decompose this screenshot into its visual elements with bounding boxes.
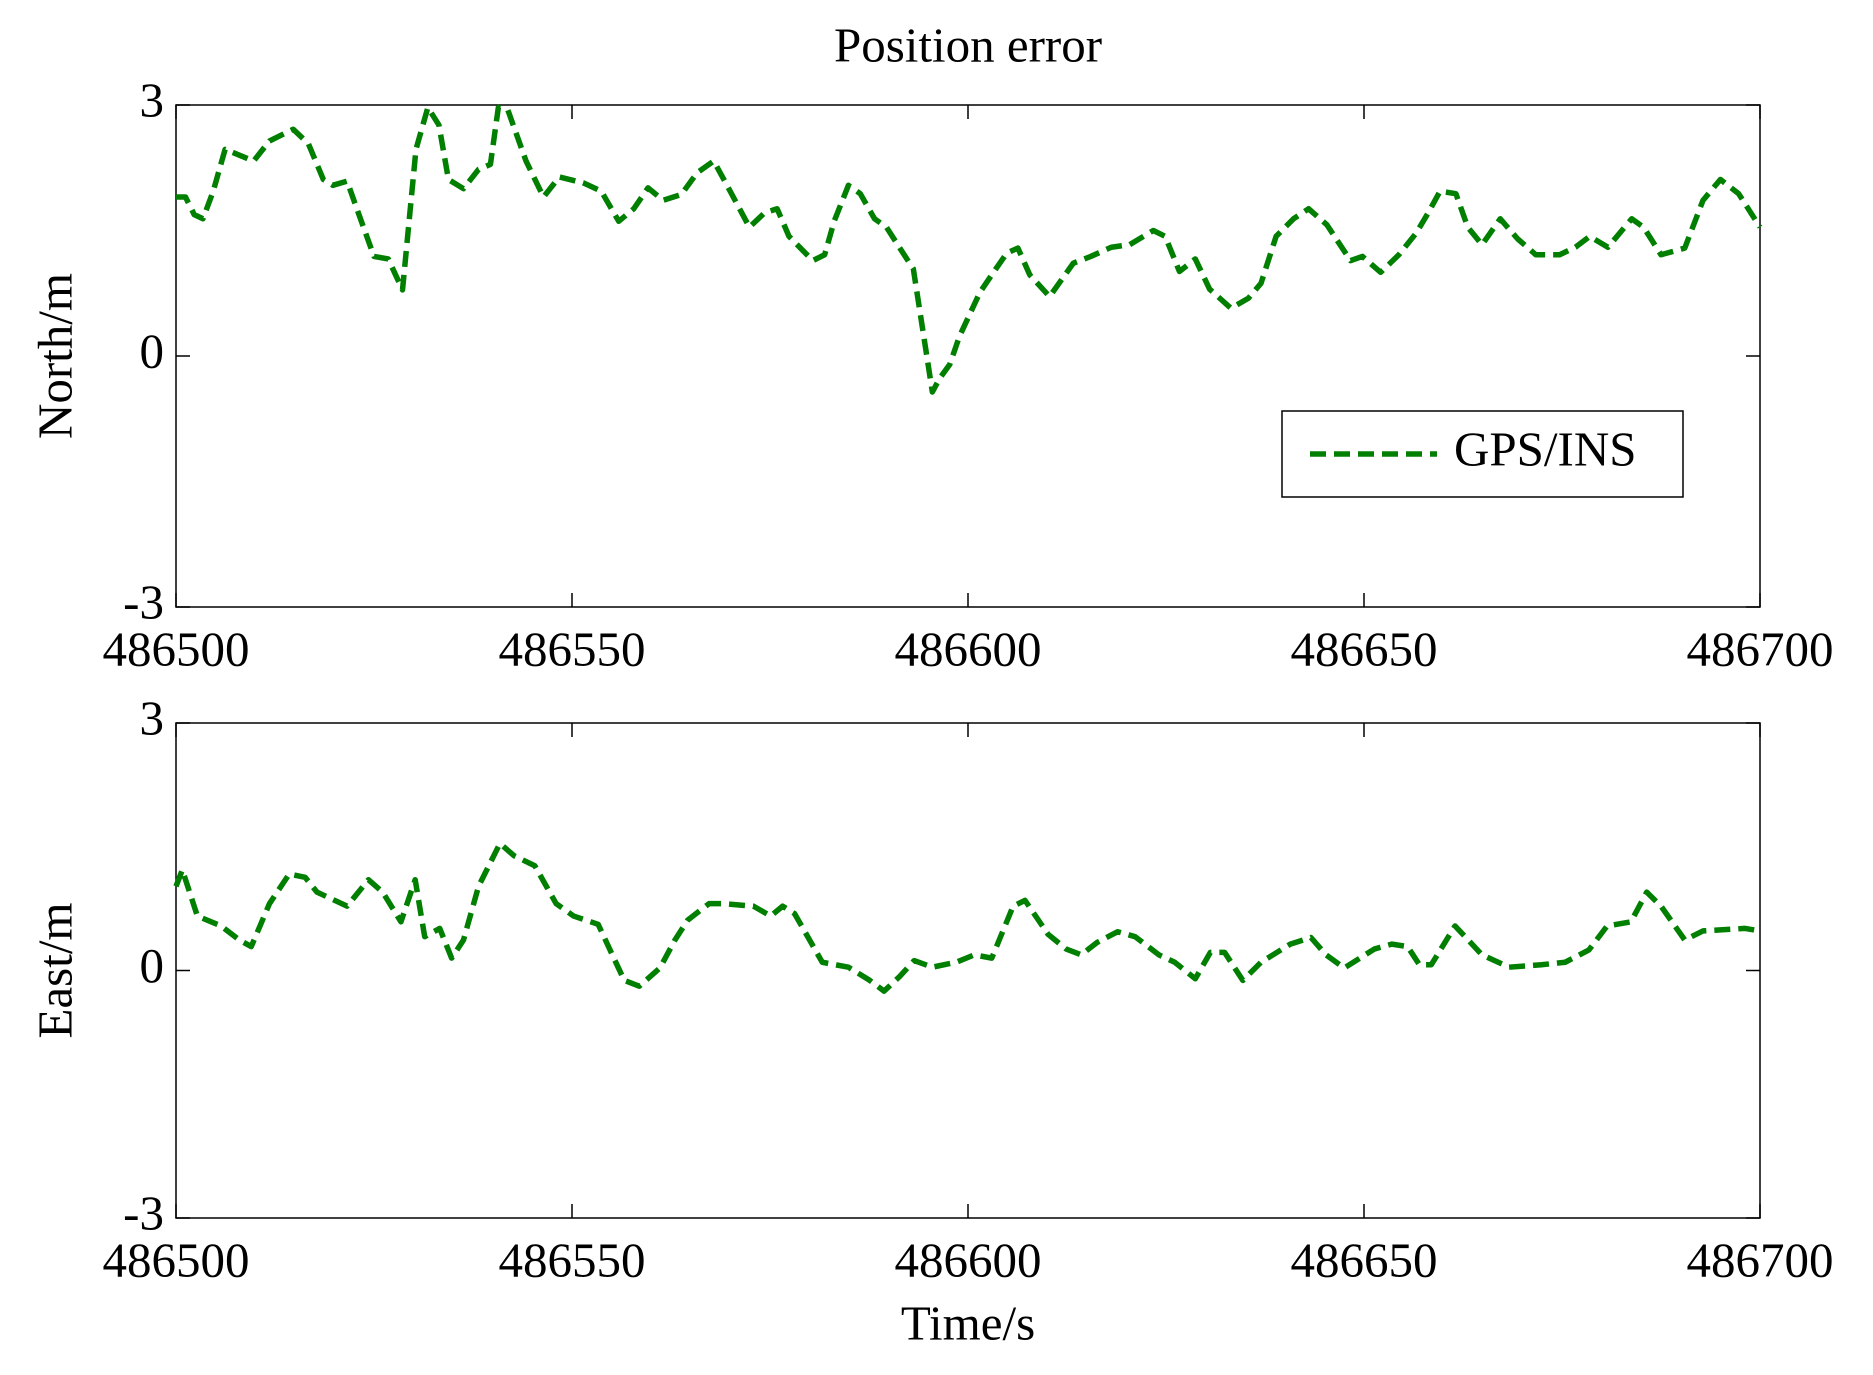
x-tick-label: 486650 [1291, 621, 1438, 676]
x-tick-label: 486550 [499, 621, 646, 676]
y-tick-label: 0 [140, 323, 165, 378]
x-axis-label: Time/s [901, 1295, 1035, 1350]
y-tick-label: 3 [140, 72, 165, 127]
chart-title: Position error [834, 17, 1102, 72]
x-tick-label: 486700 [1687, 1232, 1834, 1287]
y-tick-label: 3 [140, 690, 165, 745]
data-line [176, 104, 1763, 395]
y-axis-label: North/m [27, 273, 82, 439]
x-tick-label: 486500 [103, 1232, 250, 1287]
y-axis-label: East/m [27, 902, 82, 1038]
x-tick-label: 486600 [895, 1232, 1042, 1287]
y-tick-label: 0 [140, 938, 165, 993]
x-tick-label: 486650 [1291, 1232, 1438, 1287]
x-tick-label: 486500 [103, 621, 250, 676]
axes-frame [175, 722, 1761, 1219]
x-tick-label: 486550 [499, 1232, 646, 1287]
x-tick-label: 486600 [895, 621, 1042, 676]
legend-label: GPS/INS [1454, 421, 1636, 476]
y-tick-label: -3 [123, 574, 164, 629]
data-line [173, 840, 1761, 994]
x-tick-label: 486700 [1687, 621, 1834, 676]
y-tick-label: -3 [123, 1185, 164, 1240]
